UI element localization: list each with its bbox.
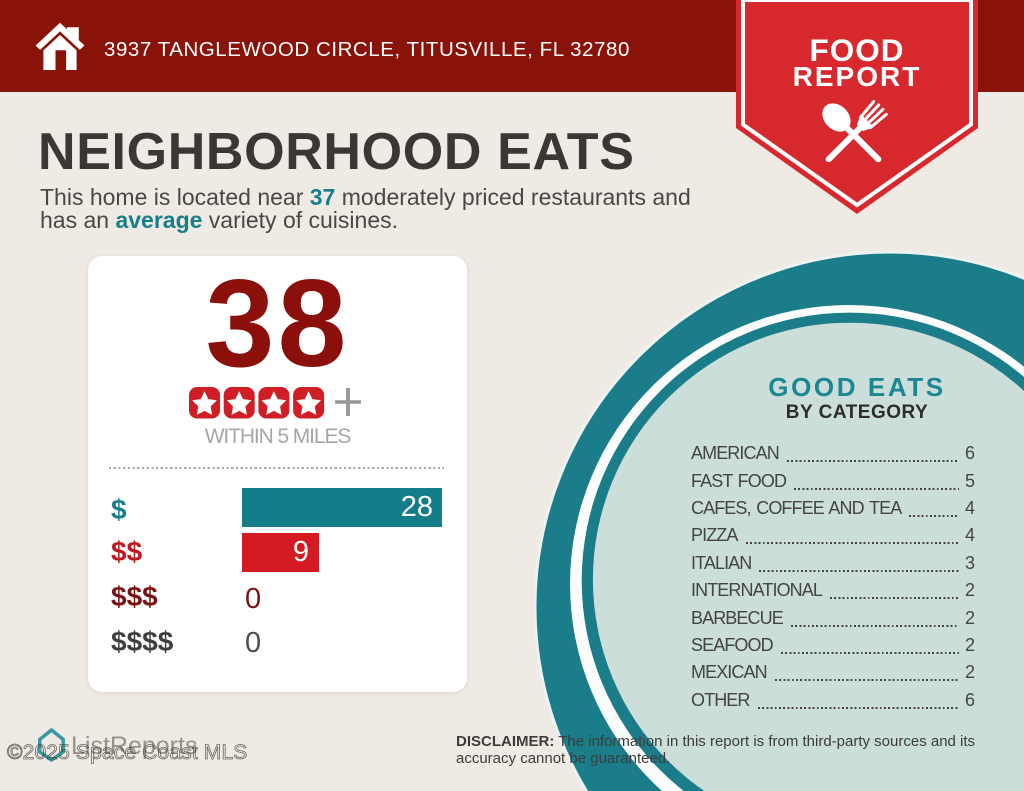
svg-text:FOOD: FOOD xyxy=(810,32,905,68)
svg-text:REPORT: REPORT xyxy=(793,61,922,92)
